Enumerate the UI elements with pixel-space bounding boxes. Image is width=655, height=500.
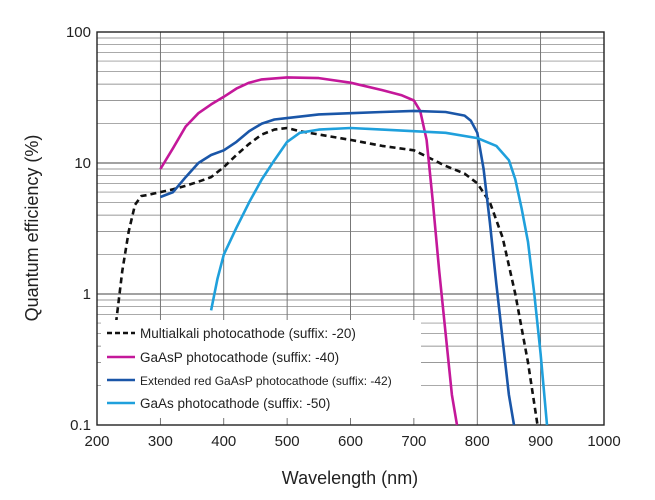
x-tick-label: 800 (465, 433, 490, 450)
x-tick-label: 300 (148, 433, 173, 450)
x-tick-label: 1000 (587, 433, 620, 450)
x-tick-label: 900 (528, 433, 553, 450)
series-line-4 (209, 126, 549, 426)
y-tick-label: 0.1 (70, 417, 91, 434)
y-tick-label: 100 (66, 24, 91, 41)
series-line-1 (114, 126, 539, 426)
x-tick-labels: 200 300 400 500 600 700 800 900 1000 (84, 433, 620, 450)
y-axis-label: Quantum efficiency (%) (22, 135, 42, 322)
legend: Multialkali photocathode (suffix: -20) Ga… (101, 320, 421, 418)
series-layer (114, 76, 549, 426)
legend-background (101, 320, 421, 418)
legend-label-3: Extended red GaAsP photocathode (suffix:… (140, 374, 392, 388)
legend-label-1: Multialkali photocathode (suffix: -20) (140, 326, 356, 341)
legend-label-4: GaAs photocathode (suffix: -50) (140, 396, 330, 411)
x-tick-label: 500 (275, 433, 300, 450)
y-tick-labels: 0.1 1 10 100 (66, 24, 91, 434)
legend-label-2: GaAsP photocathode (suffix: -40) (140, 350, 339, 365)
x-tick-label: 600 (338, 433, 363, 450)
x-axis-label: Wavelength (nm) (282, 468, 418, 488)
y-tick-label: 1 (83, 286, 91, 303)
series-line-3 (159, 109, 516, 426)
x-tick-label: 700 (401, 433, 426, 450)
x-tick-label: 400 (211, 433, 236, 450)
series-line-2 (159, 76, 459, 426)
x-tick-label: 200 (84, 433, 109, 450)
y-tick-label: 10 (74, 155, 91, 172)
plot-frame (96, 31, 605, 426)
